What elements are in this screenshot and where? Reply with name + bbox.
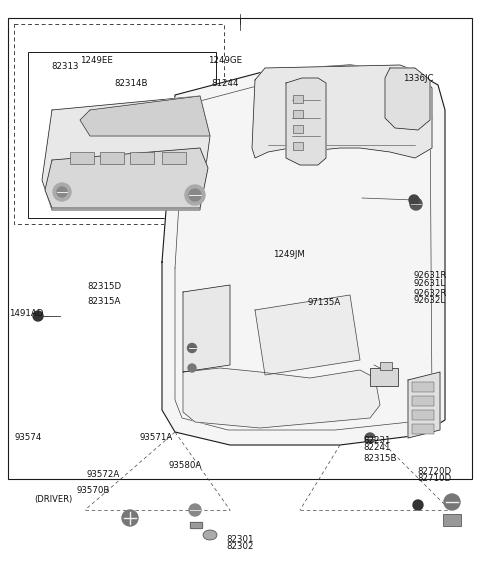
Text: 82313: 82313: [51, 62, 79, 71]
Polygon shape: [190, 522, 202, 528]
Circle shape: [53, 183, 71, 201]
Text: 1336JC: 1336JC: [403, 74, 434, 83]
Bar: [443, 514, 461, 526]
Polygon shape: [42, 96, 210, 210]
Text: 82315B: 82315B: [363, 454, 396, 463]
Text: 92631L: 92631L: [414, 279, 446, 288]
Text: 1249GE: 1249GE: [207, 56, 242, 65]
Circle shape: [413, 500, 423, 510]
Bar: [8, 18, 472, 479]
Polygon shape: [255, 295, 360, 375]
Bar: [162, 152, 186, 164]
Bar: [293, 95, 303, 103]
Bar: [28, 52, 216, 218]
Polygon shape: [183, 285, 230, 372]
Circle shape: [189, 189, 201, 201]
Circle shape: [57, 187, 67, 197]
Circle shape: [189, 504, 201, 516]
Polygon shape: [252, 65, 432, 158]
Text: 82241: 82241: [363, 443, 390, 452]
Circle shape: [410, 198, 422, 210]
Bar: [293, 125, 303, 133]
Circle shape: [185, 185, 205, 205]
Circle shape: [188, 364, 196, 372]
Circle shape: [444, 494, 460, 510]
Text: 97135A: 97135A: [307, 298, 340, 307]
Text: 82302: 82302: [226, 542, 254, 551]
Text: 93574: 93574: [15, 433, 42, 442]
Polygon shape: [162, 65, 445, 445]
Polygon shape: [286, 78, 326, 165]
Bar: [380, 362, 392, 370]
Text: 82315A: 82315A: [87, 297, 121, 306]
Text: 1249JM: 1249JM: [273, 250, 304, 259]
Bar: [412, 382, 434, 392]
Text: 82231: 82231: [363, 436, 390, 445]
Text: 1249EE: 1249EE: [80, 56, 112, 65]
Bar: [412, 396, 434, 406]
Bar: [293, 110, 303, 118]
Circle shape: [409, 195, 419, 205]
Text: 82710D: 82710D: [418, 474, 452, 483]
Bar: [130, 152, 154, 164]
Ellipse shape: [203, 530, 217, 540]
Bar: [14, 24, 224, 224]
Bar: [412, 424, 434, 434]
Bar: [412, 410, 434, 420]
Text: 93570B: 93570B: [77, 486, 110, 495]
Circle shape: [365, 433, 375, 443]
Polygon shape: [45, 148, 208, 208]
Text: 92632L: 92632L: [414, 296, 446, 305]
Text: 92632R: 92632R: [414, 289, 447, 298]
Text: 93580A: 93580A: [168, 461, 202, 470]
Circle shape: [122, 510, 138, 526]
Text: 92631R: 92631R: [414, 271, 447, 280]
Polygon shape: [183, 368, 380, 428]
Polygon shape: [408, 372, 440, 438]
Text: 81244: 81244: [211, 79, 239, 88]
Text: 1491AD: 1491AD: [9, 309, 43, 318]
Text: (DRIVER): (DRIVER): [35, 495, 73, 504]
Circle shape: [33, 311, 43, 321]
Text: 93572A: 93572A: [86, 470, 120, 479]
Bar: [293, 142, 303, 150]
Text: 82720D: 82720D: [418, 467, 452, 476]
Bar: [370, 368, 398, 386]
Bar: [70, 152, 94, 164]
Text: 82301: 82301: [226, 535, 254, 544]
Bar: [100, 152, 124, 164]
Circle shape: [188, 343, 196, 352]
Text: 82314B: 82314B: [114, 79, 148, 88]
Text: 82315D: 82315D: [87, 282, 121, 291]
Text: 93571A: 93571A: [139, 433, 172, 442]
Polygon shape: [385, 68, 430, 130]
Polygon shape: [80, 96, 210, 136]
